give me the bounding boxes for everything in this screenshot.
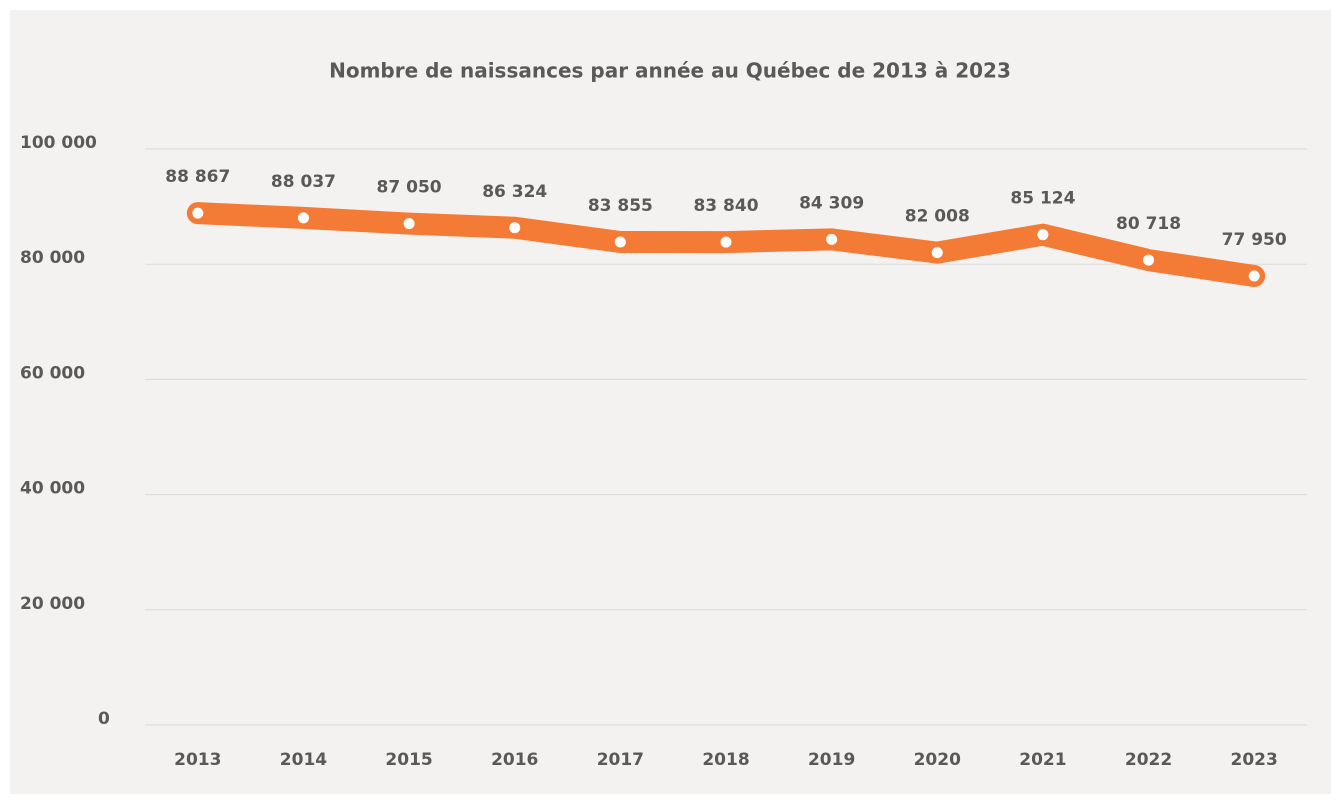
x-tick-label: 2019 [808, 750, 855, 770]
x-tick-label: 2023 [1231, 750, 1278, 770]
marker [192, 207, 204, 219]
x-tick-label: 2016 [491, 750, 538, 770]
y-tick-label: 0 [98, 709, 110, 729]
marker [1037, 229, 1049, 241]
y-tick-label: 60 000 [20, 363, 85, 383]
data-label: 86 324 [482, 182, 547, 202]
x-tick-label: 2018 [702, 750, 749, 770]
y-tick-label: 20 000 [20, 594, 85, 614]
marker [931, 247, 943, 259]
data-label: 88 037 [271, 172, 336, 192]
x-tick-label: 2021 [1019, 750, 1066, 770]
x-tick-label: 2014 [280, 750, 327, 770]
x-tick-label: 2022 [1125, 750, 1172, 770]
data-label: 88 867 [165, 167, 230, 187]
marker [509, 222, 521, 234]
marker [826, 233, 838, 245]
marker [297, 212, 309, 224]
y-tick-label: 40 000 [20, 479, 85, 499]
chart-title: Nombre de naissances par année au Québec… [329, 59, 1011, 83]
data-label: 85 124 [1010, 189, 1075, 209]
chart-background [10, 10, 1331, 794]
data-label: 80 718 [1116, 214, 1181, 234]
x-tick-label: 2020 [914, 750, 961, 770]
y-tick-label: 80 000 [20, 248, 85, 268]
marker [1248, 270, 1260, 282]
x-tick-label: 2013 [174, 750, 221, 770]
data-label: 83 840 [693, 196, 758, 216]
marker [614, 236, 626, 248]
x-tick-label: 2015 [385, 750, 432, 770]
marker [403, 218, 415, 230]
marker [1143, 254, 1155, 266]
data-label: 82 008 [905, 207, 970, 227]
marker [720, 236, 732, 248]
data-label: 87 050 [377, 178, 442, 198]
y-tick-label: 100 000 [20, 133, 97, 153]
data-label: 83 855 [588, 196, 653, 216]
data-label: 77 950 [1222, 230, 1287, 250]
x-tick-label: 2017 [597, 750, 644, 770]
data-label: 84 309 [799, 193, 864, 213]
